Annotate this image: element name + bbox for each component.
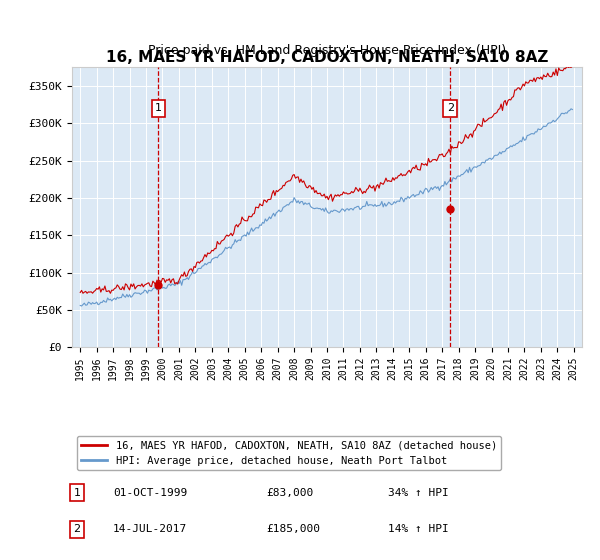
Text: £185,000: £185,000 bbox=[266, 524, 320, 534]
Text: 14-JUL-2017: 14-JUL-2017 bbox=[113, 524, 187, 534]
Text: 2: 2 bbox=[447, 103, 454, 113]
Text: 01-OCT-1999: 01-OCT-1999 bbox=[113, 488, 187, 498]
Title: 16, MAES YR HAFOD, CADOXTON, NEATH, SA10 8AZ: 16, MAES YR HAFOD, CADOXTON, NEATH, SA10… bbox=[106, 50, 548, 64]
Text: Price paid vs. HM Land Registry's House Price Index (HPI): Price paid vs. HM Land Registry's House … bbox=[148, 44, 506, 58]
Text: 14% ↑ HPI: 14% ↑ HPI bbox=[388, 524, 449, 534]
Text: 34% ↑ HPI: 34% ↑ HPI bbox=[388, 488, 449, 498]
Legend: 16, MAES YR HAFOD, CADOXTON, NEATH, SA10 8AZ (detached house), HPI: Average pric: 16, MAES YR HAFOD, CADOXTON, NEATH, SA10… bbox=[77, 436, 501, 470]
Text: £83,000: £83,000 bbox=[266, 488, 313, 498]
Text: 1: 1 bbox=[155, 103, 162, 113]
Text: 1: 1 bbox=[74, 488, 80, 498]
Text: 2: 2 bbox=[74, 524, 80, 534]
